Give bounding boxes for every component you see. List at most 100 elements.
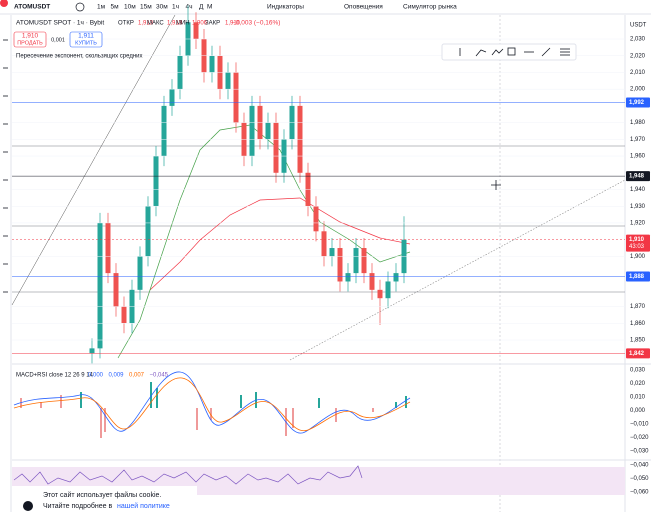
candle-body: [321, 231, 327, 257]
drawing-tools[interactable]: [459, 47, 570, 57]
candle-body: [169, 89, 175, 106]
sell-label[interactable]: ПРОДАТЬ: [17, 40, 43, 46]
price-marker-label: 1,948: [629, 174, 645, 180]
interval[interactable]: 1ч: [172, 4, 179, 11]
price-tick-label: 2,030: [630, 37, 646, 43]
spread: 0,001: [51, 37, 65, 43]
alerts-button[interactable]: Оповещения: [344, 4, 383, 11]
cookie-text: Этот сайт использует файлы cookie.: [43, 491, 161, 499]
indicators-button[interactable]: Индикаторы: [267, 4, 304, 11]
ohlc-label: МАКС: [147, 21, 164, 27]
rsi-tick-label: −0,040: [630, 463, 649, 469]
interval[interactable]: Д: [199, 4, 204, 11]
candle-body: [137, 256, 143, 290]
candle-body: [361, 248, 367, 274]
candle-body: [377, 289, 383, 299]
replay-button[interactable]: Симулятор рынка: [403, 4, 457, 11]
cookie-icon: [23, 501, 33, 511]
price-marker-timer: 43:03: [629, 244, 645, 250]
candle-body: [369, 273, 375, 290]
candle-body: [385, 281, 391, 299]
candle-body: [161, 105, 167, 157]
price-tick-label: 1,920: [630, 221, 646, 227]
ohlc-label: ЗАКР: [205, 21, 220, 27]
price-tick-label: 1,860: [630, 321, 646, 327]
macd-value: 0,000: [88, 373, 104, 379]
price-marker-label: 1,842: [629, 351, 645, 357]
ohlc-value: 1,913: [138, 21, 154, 27]
price-tick-label: 2,020: [630, 53, 646, 59]
indicator-name: Пересечение экспонент, скользящих средни…: [16, 54, 143, 60]
sell-price[interactable]: 1,910: [22, 33, 39, 40]
candle-body: [97, 222, 103, 349]
ohlc-value: 1,906: [192, 21, 208, 27]
buy-label[interactable]: КУПИТЬ: [75, 40, 97, 46]
price-marker: [626, 271, 650, 282]
candle-body: [145, 206, 151, 257]
candle-body: [345, 273, 351, 282]
interval[interactable]: 4ч: [186, 4, 193, 11]
candle-body: [193, 22, 199, 39]
price-tick-label: 1,960: [630, 154, 646, 160]
price-tick-label: 1,850: [630, 338, 646, 344]
candle-body: [121, 306, 127, 324]
macd-value: 0,007: [129, 373, 145, 379]
ohlc-label: МИН: [176, 21, 190, 27]
interval[interactable]: 10м: [124, 4, 136, 11]
macd-value: 0,009: [109, 373, 125, 379]
macd-tick-label: 0,000: [630, 408, 646, 414]
interval[interactable]: М: [207, 4, 212, 11]
candle-body: [225, 72, 231, 90]
interval[interactable]: 5м: [111, 4, 120, 11]
candle-body: [113, 273, 119, 307]
macd-value: −0,045: [150, 373, 169, 379]
rsi-tick-label: −0,050: [630, 476, 649, 482]
price-marker: [626, 348, 650, 359]
price-tick-label: 2,010: [630, 70, 646, 76]
macd-tick-label: 0,020: [630, 381, 646, 387]
rsi-line: [13, 465, 363, 485]
price-marker-label: 1,992: [629, 100, 645, 106]
candle-body: [89, 348, 95, 354]
price-tick-label: 2,000: [630, 87, 646, 93]
candle-body: [337, 248, 343, 282]
cookie-text: Читайте подробнее в: [43, 502, 112, 510]
macd-tick-label: 0,010: [630, 395, 646, 401]
macd-line: [13, 371, 411, 434]
legend-title: ATOMUSDT SPOT · 1ч · Bybit: [16, 20, 104, 27]
price-marker-label: 1,888: [629, 274, 645, 280]
buy-button[interactable]: [69, 31, 103, 48]
candle-body: [273, 122, 279, 173]
currency: USDT: [630, 23, 647, 29]
macd-title: MACD+RSI close 12 26 9 14: [16, 373, 94, 379]
ohlc-value: 1,910: [225, 21, 241, 27]
price-tick-label: 1,930: [630, 204, 646, 210]
macd-tick-label: −0,020: [630, 435, 649, 441]
macd-tick-label: 0,030: [630, 368, 646, 374]
interval[interactable]: 15м: [140, 4, 152, 11]
candle-body: [209, 55, 215, 73]
ohlc-label: ОТКР: [118, 21, 134, 27]
interval[interactable]: 1м: [97, 4, 106, 11]
candle-body: [153, 156, 159, 207]
price-tick-label: 1,980: [630, 120, 646, 126]
trend-line: [11, 14, 176, 306]
cookie-link[interactable]: нашей политике: [117, 502, 170, 510]
notification-badge[interactable]: [0, 0, 8, 7]
candle-body: [249, 105, 255, 157]
candle-body: [105, 222, 111, 274]
ohlc-value: 1,913: [167, 21, 183, 27]
candle-body: [353, 248, 359, 274]
macd-tick-label: −0,010: [630, 422, 649, 428]
add-symbol[interactable]: [75, 2, 85, 12]
symbol[interactable]: ATOMUSDT: [14, 4, 50, 11]
price-marker: [626, 171, 650, 182]
left-tools[interactable]: [3, 39, 8, 293]
price-tick-label: 1,970: [630, 137, 646, 143]
buy-price[interactable]: 1,911: [78, 33, 94, 40]
drawing-toolbar: [441, 43, 577, 61]
trend-line: [289, 179, 626, 361]
legend-change: −0,003 (−0,16%): [232, 20, 280, 27]
interval[interactable]: 30м: [156, 4, 168, 11]
sell-button[interactable]: [13, 31, 47, 48]
